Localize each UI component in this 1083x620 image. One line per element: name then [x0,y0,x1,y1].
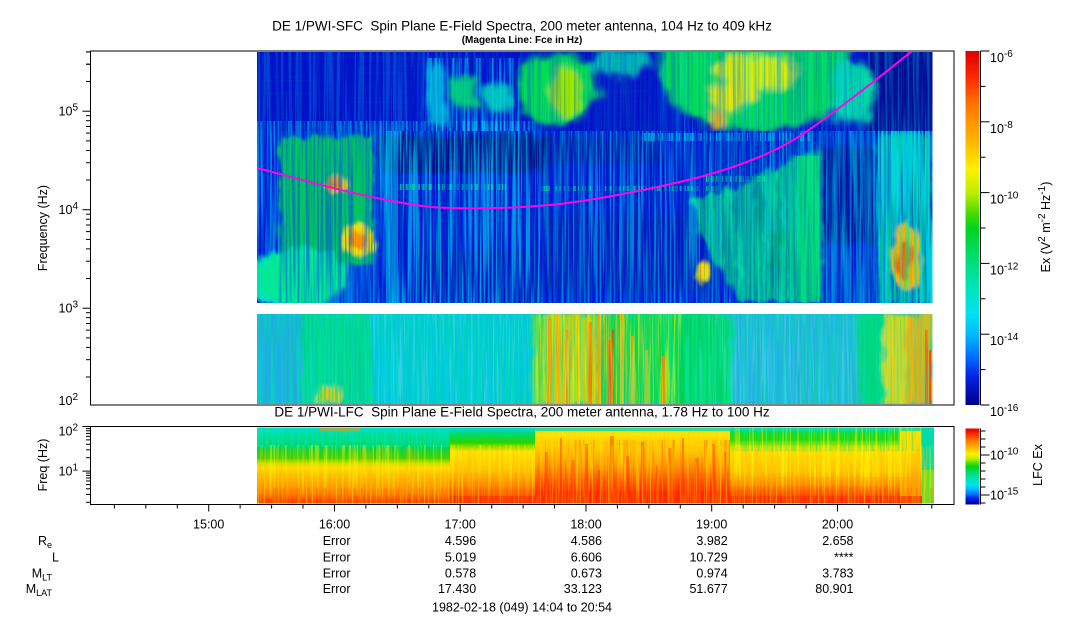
svg-text:****: **** [834,550,854,564]
svg-text:1982-02-18 (049) 14:04 to 20:5: 1982-02-18 (049) 14:04 to 20:54 [432,601,612,615]
svg-text:Ex (V2 m-2 Hz-1): Ex (V2 m-2 Hz-1) [1037,182,1053,273]
svg-text:Error: Error [323,550,351,564]
svg-text:10.729: 10.729 [689,550,727,564]
svg-text:0.974: 0.974 [696,566,727,580]
svg-text:0.673: 0.673 [571,566,602,580]
svg-text:L: L [52,550,59,564]
svg-text:DE 1/PWI-SFC Spin Plane E-Fie: DE 1/PWI-SFC Spin Plane E-Field Spectra,… [272,19,772,34]
svg-text:15:00: 15:00 [193,518,224,532]
svg-text:33.123: 33.123 [564,582,602,596]
svg-text:LFC Ex: LFC Ex [1031,443,1045,485]
svg-text:80.901: 80.901 [815,582,853,596]
svg-text:6.606: 6.606 [571,550,602,564]
svg-text:17:00: 17:00 [445,518,476,532]
svg-text:20:00: 20:00 [822,518,853,532]
svg-text:3.783: 3.783 [822,566,853,580]
svg-text:Error: Error [323,534,351,548]
svg-text:2.658: 2.658 [822,534,853,548]
svg-text:Frequency (Hz): Frequency (Hz) [36,185,50,271]
svg-text:16:00: 16:00 [319,518,350,532]
svg-text:19:00: 19:00 [696,518,727,532]
svg-text:4.586: 4.586 [571,534,602,548]
svg-text:Freq (Hz): Freq (Hz) [36,439,50,492]
svg-text:Error: Error [323,566,351,580]
svg-text:18:00: 18:00 [570,518,601,532]
svg-text:3.982: 3.982 [696,534,727,548]
svg-text:17.430: 17.430 [438,582,476,596]
svg-text:Error: Error [323,582,351,596]
svg-text:(Magenta Line: Fce in Hz): (Magenta Line: Fce in Hz) [462,35,583,46]
svg-text:51.677: 51.677 [689,582,727,596]
svg-text:DE 1/PWI-LFC Spin Plane E-Fie: DE 1/PWI-LFC Spin Plane E-Field Spectra,… [274,405,769,420]
svg-text:0.578: 0.578 [445,566,476,580]
svg-text:5.019: 5.019 [445,550,476,564]
svg-text:4.596: 4.596 [445,534,476,548]
